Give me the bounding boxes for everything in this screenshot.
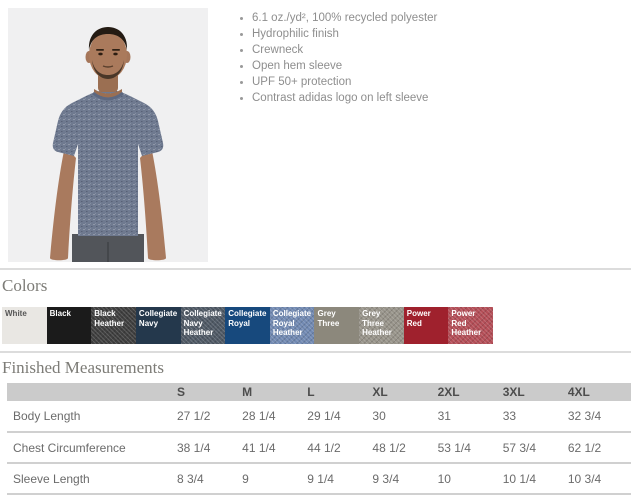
model-illustration [8,8,208,262]
measurement-value: 10 3/4 [567,471,602,486]
section-divider [0,351,631,353]
feature-item: Hydrophilic finish [252,26,632,42]
measurement-value: 44 1/2 [307,440,341,455]
size-col-header-m: M [242,385,253,399]
measurement-value: 33 [502,409,517,423]
color-swatch-label: Collegiate Navy Heather [183,309,222,337]
measurement-value: 41 1/4 [242,440,276,455]
color-swatch-label: Collegiate Royal [228,309,267,328]
feature-item: Contrast adidas logo on left sleeve [252,90,632,106]
measurement-value: 9 3/4 [372,471,400,486]
feature-item: Open hem sleeve [252,58,632,74]
color-swatch-grey-three-heather: Grey Three Heather [359,307,404,344]
measurement-value: 10 [437,471,451,486]
measurements-body: Body Length 27 1/2 28 1/4 29 1/4 30 31 33 32 3/… [7,401,631,494]
color-swatch-label: Power Red [406,309,431,328]
size-col-header-3xl: 3XL [502,385,525,399]
color-swatch-label: Black [49,309,71,318]
section-divider [0,268,631,270]
color-swatches: White Black Black Heather Collegiate Navy Co… [2,307,494,344]
color-swatch-collegiate-royal-heather: Collegiate Royal Heather [269,307,315,344]
measurement-value: 30 [372,409,386,423]
measurement-row: Sleeve Length 8 3/4 9 9 1/4 9 3/4 10 10 1/4 10 … [7,463,631,494]
measurement-value: 27 1/2 [177,409,211,423]
measurement-row: Chest Circumference 38 1/4 41 1/4 44 1/2 48 … [7,432,631,463]
color-swatch-label: White [5,309,27,318]
measurement-row-label: Sleeve Length [13,471,90,486]
measurement-value: 31 [437,409,451,423]
color-swatch-white: White [2,307,47,344]
size-col-header-xl: XL [372,385,388,399]
color-swatch-collegiate-navy-heather: Collegiate Navy Heather [180,307,226,344]
color-swatch-collegiate-royal: Collegiate Royal [225,307,270,344]
color-swatch-label: Collegiate Navy [138,309,178,328]
measurement-row: Body Length 27 1/2 28 1/4 29 1/4 30 31 33 32 3/… [7,401,631,432]
color-swatch-power-red: Power Red [403,307,449,344]
measurement-value: 32 3/4 [567,409,602,423]
color-swatch-grey-three: Grey Three [314,307,360,344]
feature-list: 6.1 oz./yd², 100% recycled polyesterHydr… [252,10,632,106]
feature-item: UPF 50+ protection [252,74,632,90]
color-swatch-label: Grey Three Heather [362,309,392,337]
measurement-value: 53 1/4 [437,440,471,455]
measurement-value: 62 1/2 [567,440,602,455]
size-col-header-l: L [307,385,315,399]
size-col-header-4xl: 4XL [567,385,590,399]
color-swatch-collegiate-navy: Collegiate Navy [135,307,181,344]
measurement-value: 29 1/4 [307,409,341,423]
color-swatch-label: Black Heather [94,309,125,328]
measurement-value: 57 3/4 [502,440,537,455]
measurement-value: 28 1/4 [242,409,276,423]
measurement-value: 38 1/4 [177,440,211,455]
measurement-value: 48 1/2 [372,440,406,455]
color-swatch-power-red-heather: Power Red Heather [448,307,494,344]
measurement-row-label: Body Length [13,409,81,423]
measurement-value: 9 [242,471,249,486]
color-swatch-label: Grey Three [317,309,340,328]
product-photo [8,8,208,262]
feature-item: 6.1 oz./yd², 100% recycled polyester [252,10,632,26]
measurement-value: 8 3/4 [177,471,204,486]
measurements-heading: Finished Measurements [2,358,164,377]
measurement-value: 10 1/4 [502,471,537,486]
color-swatch-black: Black [46,307,92,344]
feature-item: Crewneck [252,42,632,58]
colors-heading: Colors [2,276,48,295]
color-swatch-label: Collegiate Royal Heather [272,309,312,337]
color-swatch-black-heather: Black Heather [91,307,136,344]
measurement-value: 9 1/4 [307,471,334,486]
measurement-row-label: Chest Circumference [13,440,126,455]
measurements-table: S M L XL 2XL 3XL 4XL Body Length 27 1/2 28 1/4 29… [7,383,631,495]
size-col-header-s: S [177,385,186,399]
size-col-header-2xl: 2XL [437,385,460,399]
color-swatch-label: Power Red Heather [451,309,482,337]
size-header-corner [7,383,175,401]
size-header-row: S M L XL 2XL 3XL 4XL [7,383,631,401]
